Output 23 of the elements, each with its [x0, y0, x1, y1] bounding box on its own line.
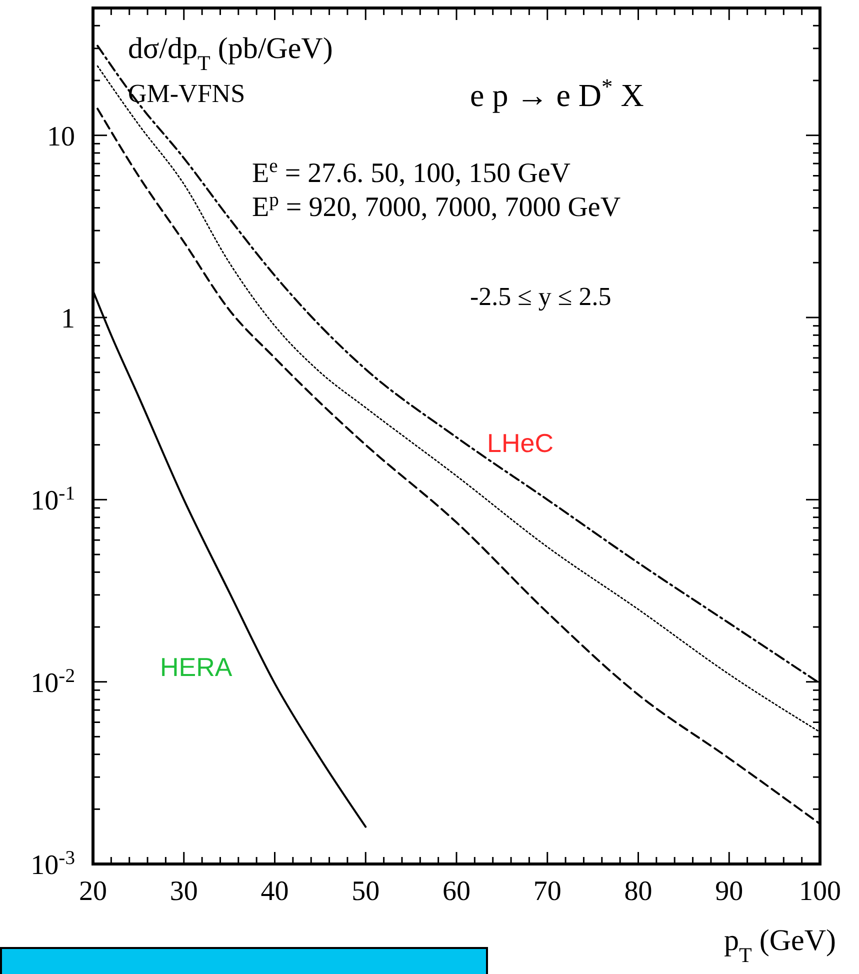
- y-tick-label: 10$^{-2}$: [30, 665, 75, 699]
- x-tick-label: 70: [533, 876, 562, 907]
- y-tick-label: 10: [47, 121, 75, 152]
- y-tick-label: 10$^{-1}$: [30, 483, 75, 517]
- x-axis-title: p$_{T}$ (GeV): [724, 924, 836, 967]
- annotation: LHeC: [487, 428, 554, 458]
- annotation: HERA: [160, 652, 233, 682]
- annotation: -2.5 ≤ y ≤ 2.5: [470, 282, 612, 311]
- x-tick-label: 20: [79, 876, 107, 907]
- x-tick-label: 100: [799, 876, 841, 907]
- annotation: e p → e D$^{*}$ X: [470, 74, 644, 113]
- x-tick-label: 80: [624, 876, 652, 907]
- annotation: E$^{e}$ = 27.6. 50, 100, 150 GeV: [252, 156, 570, 189]
- x-tick-label: 60: [442, 876, 470, 907]
- x-tick-label: 30: [170, 876, 198, 907]
- annotation: E$^{p}$ = 920, 7000, 7000, 7000 GeV: [252, 190, 621, 223]
- y-axis-title: dσ/dp$_{T}$ (pb/GeV): [128, 32, 333, 75]
- x-tick-label: 40: [260, 876, 289, 907]
- x-tick-label: 90: [715, 876, 744, 907]
- y-tick-label: 1: [61, 303, 75, 334]
- y-tick-label: 10$^{-3}$: [30, 848, 76, 881]
- annotation: GM-VFNS: [128, 79, 246, 108]
- x-tick-label: 50: [352, 876, 380, 907]
